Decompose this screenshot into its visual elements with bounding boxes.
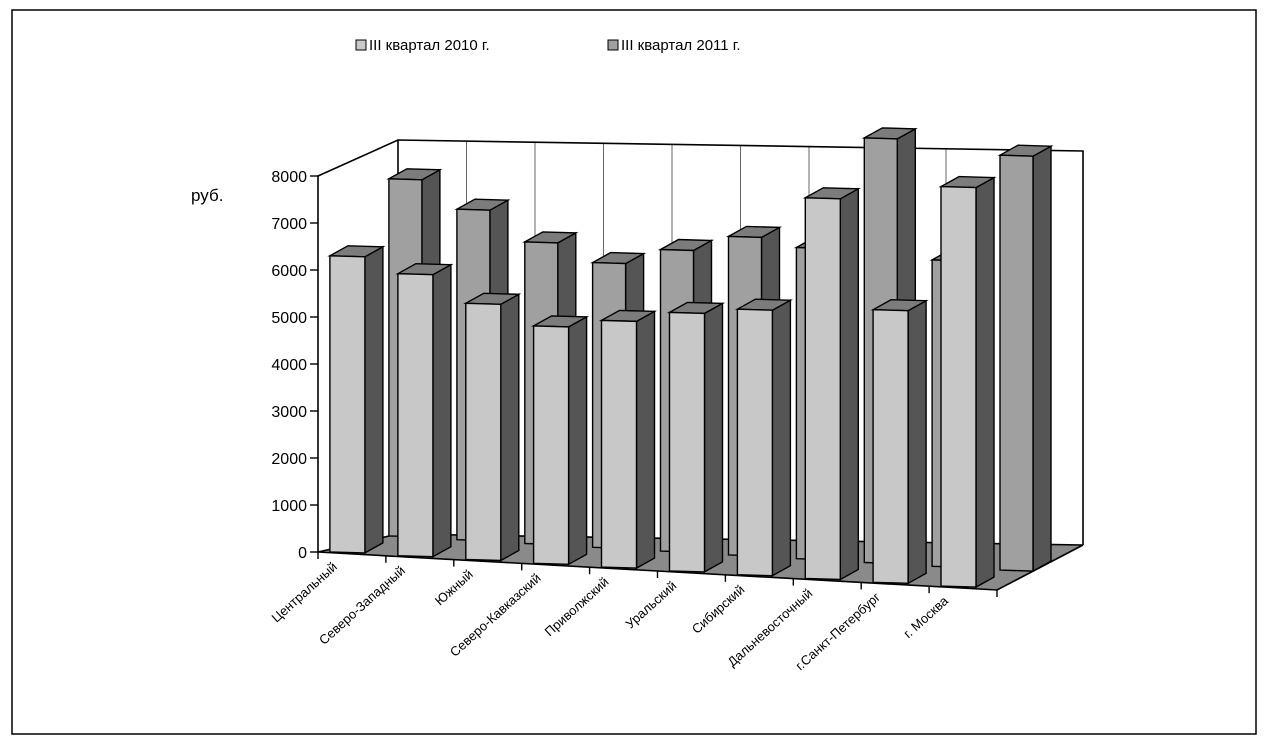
bar-2011-9 (997, 144, 1054, 573)
bar-front (465, 302, 502, 562)
bars (327, 127, 1054, 589)
y-tick-label: 2000 (271, 451, 307, 468)
bar-2010-4 (598, 309, 658, 570)
legend-label-2011: III квартал 2011 г. (621, 37, 741, 54)
y-tick-label: 8000 (271, 169, 307, 186)
bar-side (975, 176, 995, 589)
y-tick-label: 1000 (271, 498, 307, 515)
legend-swatch-2010 (355, 39, 367, 51)
bar-2010-2 (463, 292, 522, 562)
bar-front (532, 325, 570, 566)
y-tick-label: 4000 (271, 357, 307, 374)
bar-side (703, 302, 724, 574)
bar-2010-8 (870, 298, 929, 585)
y-axis-label: руб. (191, 186, 223, 205)
bar-front (999, 154, 1034, 572)
bar-side (1032, 145, 1052, 573)
bar-side (364, 245, 384, 555)
legend: III квартал 2010 г. III квартал 2011 г. (355, 37, 741, 54)
bar-2010-5 (666, 301, 726, 574)
bar-side (500, 293, 520, 562)
bar-front (397, 272, 434, 558)
legend-label-2010: III квартал 2010 г. (369, 37, 490, 54)
y-tick-label: 3000 (271, 404, 307, 421)
bar-side (635, 310, 656, 570)
y-tick-label: 5000 (271, 310, 307, 327)
bar-2010-1 (395, 262, 454, 558)
y-tick-label: 7000 (271, 216, 307, 233)
bar-2010-0 (327, 245, 386, 555)
bar-front (329, 255, 366, 554)
y-tick-label: 0 (298, 545, 307, 562)
bar-2010-6 (734, 298, 793, 577)
bar-front (940, 185, 977, 588)
legend-swatch-2011 (607, 39, 619, 51)
bar-front (736, 308, 774, 577)
bar-2010-3 (531, 315, 590, 566)
bar-front (804, 197, 841, 581)
bar-side (567, 315, 588, 566)
bar-side (907, 299, 927, 585)
bar-side (839, 187, 859, 581)
y-tick-label: 6000 (271, 263, 307, 280)
bar-side (771, 299, 792, 577)
bar-2010-7 (802, 187, 861, 581)
bar-side (432, 263, 452, 558)
bar-front (600, 319, 638, 569)
bar-front (668, 311, 706, 573)
bar-2010-9 (938, 175, 997, 589)
bar-front (872, 308, 909, 585)
